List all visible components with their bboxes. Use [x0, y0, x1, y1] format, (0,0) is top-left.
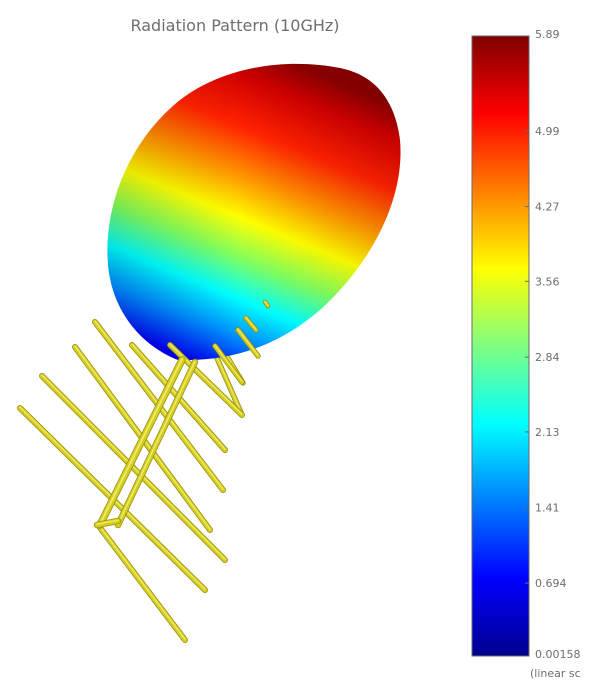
antenna-director — [212, 343, 245, 385]
colorbar-frame — [471, 35, 530, 657]
colorbar-gradient — [472, 36, 529, 656]
colorbar: 5.89 4.99 4.27 3.56 2.84 2.13 1.41 0.694 0.00158… — [471, 28, 581, 680]
yagi-antenna-front — [17, 299, 271, 643]
antenna-boom — [93, 517, 122, 529]
antenna-element — [39, 373, 228, 563]
colorbar-tick-label: 2.84 — [535, 351, 560, 364]
colorbar-tick-label: 2.13 — [535, 426, 560, 439]
antenna-boom — [96, 356, 186, 529]
antenna-director — [235, 327, 261, 359]
colorbar-tick-label: 0.694 — [535, 577, 567, 590]
colorbar-ticks: 5.89 4.99 4.27 3.56 2.84 2.13 1.41 0.694 0.00158 — [525, 28, 581, 661]
colorbar-tick-label: 0.00158 — [535, 648, 581, 661]
radiation-lobe-shading — [107, 63, 401, 361]
antenna-director — [262, 299, 271, 309]
colorbar-tick-label: 3.56 — [535, 275, 560, 288]
colorbar-scale-label: (linear sc — [530, 667, 581, 680]
colorbar-tick-label: 1.41 — [535, 502, 560, 515]
radiation-lobe — [107, 63, 401, 361]
antenna-element — [95, 522, 188, 643]
chart-title: Radiation Pattern (10GHz) — [130, 16, 339, 35]
antenna-director — [243, 315, 259, 333]
colorbar-tick-label: 4.27 — [535, 201, 560, 214]
colorbar-tick-label: 4.99 — [535, 125, 560, 138]
antenna-boom — [114, 358, 199, 529]
colorbar-tick-label: 5.89 — [535, 28, 560, 41]
